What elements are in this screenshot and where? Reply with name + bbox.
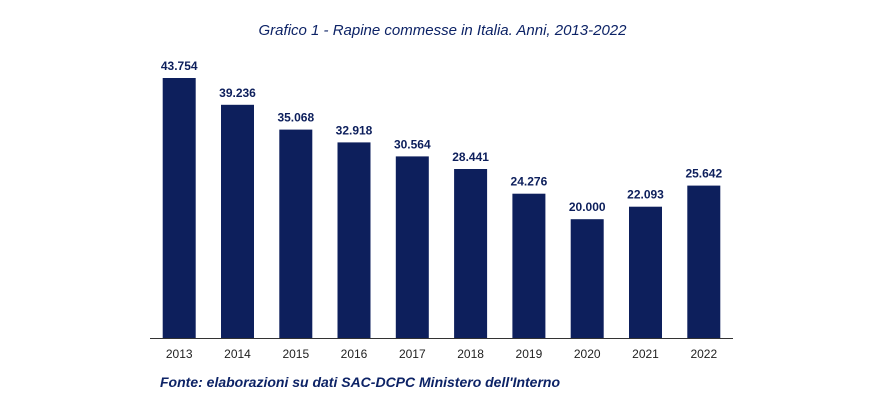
- data-label-2017: 30.564: [394, 137, 431, 151]
- bar-2017: [395, 156, 429, 338]
- bar-2021: [629, 206, 662, 338]
- x-tick-label-2014: 2014: [224, 347, 251, 361]
- x-tick-label-2020: 2020: [574, 347, 601, 361]
- bar-2020: [570, 219, 604, 338]
- data-labels-layer: 43.754 39.236 35.068 32.918 30.564 28.441 24.2…: [161, 59, 723, 214]
- data-label-2019: 24.276: [511, 175, 548, 189]
- x-tick-label-2018: 2018: [457, 347, 484, 361]
- x-tick-label-2015: 2015: [282, 347, 309, 361]
- bars-layer: [162, 78, 721, 338]
- x-tick-label-2022: 2022: [690, 347, 717, 361]
- data-label-2015: 35.068: [277, 111, 314, 125]
- data-label-2020: 20.000: [569, 200, 606, 214]
- bar-2018: [454, 169, 488, 338]
- chart-title: Grafico 1 - Rapine commesse in Italia. A…: [258, 22, 627, 39]
- x-tick-label-2019: 2019: [516, 347, 543, 361]
- bar-2019: [512, 193, 546, 338]
- data-label-2021: 22.093: [627, 188, 664, 202]
- x-tick-label-2017: 2017: [399, 347, 426, 361]
- x-tick-labels-layer: 2013 2014 2015 2016 2017 2018 2019 2020 2021 2022: [166, 347, 718, 361]
- bar-2016: [337, 142, 371, 338]
- bar-2022: [687, 185, 721, 338]
- bar-2015: [279, 129, 313, 338]
- x-tick-label-2013: 2013: [166, 347, 193, 361]
- data-label-2022: 25.642: [685, 167, 722, 181]
- x-tick-label-2021: 2021: [632, 347, 659, 361]
- chart-source-note: Fonte: elaborazioni su dati SAC-DCPC Min…: [160, 374, 561, 390]
- x-tick-label-2016: 2016: [341, 347, 368, 361]
- bar-2014: [221, 104, 254, 338]
- data-label-2013: 43.754: [161, 59, 198, 73]
- data-label-2018: 28.441: [452, 150, 489, 164]
- data-label-2014: 39.236: [219, 86, 256, 100]
- data-label-2016: 32.918: [336, 123, 373, 137]
- bar-2013: [162, 78, 196, 338]
